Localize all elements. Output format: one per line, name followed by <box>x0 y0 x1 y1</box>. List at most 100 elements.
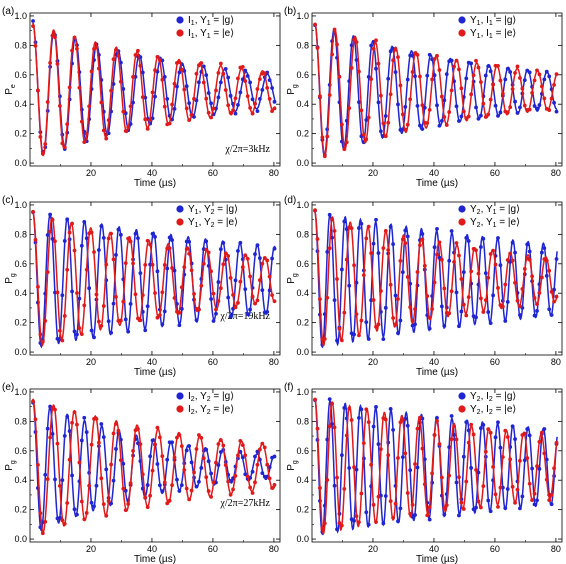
data-point <box>43 472 48 477</box>
legend-sub: 2 <box>191 409 195 416</box>
data-point <box>525 242 530 247</box>
data-point <box>410 318 415 323</box>
data-point <box>82 517 87 522</box>
data-point <box>99 323 104 328</box>
legend-text: Y <box>470 15 477 26</box>
data-point <box>131 100 135 105</box>
data-point <box>204 447 209 452</box>
data-point <box>167 246 172 251</box>
data-point <box>339 523 344 528</box>
data-point <box>444 72 449 77</box>
data-point <box>366 522 371 527</box>
data-point <box>84 511 89 515</box>
data-point <box>474 505 478 510</box>
chi-annotation: χ/2π=27kHz <box>219 498 270 509</box>
data-point <box>339 267 344 272</box>
data-point <box>148 242 153 247</box>
legend-marker-red <box>176 29 184 37</box>
data-point <box>425 294 430 298</box>
legend-sub: 2 <box>477 409 481 416</box>
data-point <box>371 241 376 246</box>
data-point <box>339 122 344 127</box>
data-point <box>126 125 131 130</box>
data-point <box>325 134 330 139</box>
legend-text: , I <box>481 15 489 26</box>
data-point <box>415 52 420 57</box>
data-point <box>418 243 422 248</box>
y-axis-label: Pg <box>286 460 299 471</box>
data-point <box>415 465 420 470</box>
data-point <box>40 151 45 156</box>
data-point <box>31 24 35 29</box>
data-point <box>218 438 223 443</box>
data-point <box>488 430 493 435</box>
y-tick-label: 0.0 <box>14 158 27 168</box>
data-point <box>391 316 395 320</box>
legend-marker-red <box>458 405 466 413</box>
data-point <box>231 487 235 492</box>
data-point <box>245 474 250 479</box>
fit-curve-red <box>32 398 276 533</box>
data-point <box>483 73 488 78</box>
data-point <box>537 439 542 444</box>
data-point <box>206 459 211 464</box>
data-point <box>101 435 106 440</box>
data-point <box>427 505 432 510</box>
y-tick-label: 0.0 <box>14 347 27 357</box>
data-point <box>483 298 488 303</box>
data-point <box>79 499 84 504</box>
data-point <box>116 428 121 433</box>
data-point <box>508 70 513 74</box>
data-point <box>253 454 257 459</box>
data-point <box>157 313 162 318</box>
data-point <box>140 95 145 100</box>
data-point <box>547 268 552 273</box>
data-point <box>381 121 386 126</box>
data-point <box>223 251 228 256</box>
data-point <box>145 126 150 131</box>
data-point <box>386 453 391 458</box>
y-tick-label: 0.6 <box>296 259 309 269</box>
data-point <box>106 319 111 324</box>
data-point <box>505 487 510 491</box>
data-point <box>486 64 491 68</box>
data-point <box>272 454 277 459</box>
y-axis-label-main: P <box>4 88 15 95</box>
y-tick-label: 0.8 <box>14 40 27 50</box>
data-point <box>255 243 260 248</box>
legend-sub: 1 <box>207 33 211 40</box>
data-point <box>109 330 113 335</box>
data-point <box>542 427 547 431</box>
data-point <box>403 451 408 456</box>
data-point <box>513 437 517 441</box>
legend-marker-blue <box>458 16 466 24</box>
data-point <box>400 112 405 117</box>
data-point <box>479 245 483 249</box>
data-point <box>162 75 167 79</box>
legend-marker-blue <box>176 16 184 24</box>
data-point <box>325 295 330 300</box>
data-point <box>371 502 376 507</box>
data-point <box>491 293 495 298</box>
data-point <box>420 127 425 131</box>
data-point <box>160 77 165 82</box>
data-point <box>513 250 517 255</box>
data-point <box>530 90 535 95</box>
data-point <box>84 267 89 272</box>
data-point <box>327 212 332 217</box>
data-point <box>72 35 77 40</box>
data-point <box>542 451 547 456</box>
legend-entry-blue: I1, Y1 = |g⟩ <box>188 15 234 27</box>
data-point <box>111 478 116 483</box>
data-point <box>327 93 332 97</box>
data-point <box>138 318 143 323</box>
data-point <box>206 91 211 95</box>
data-point <box>272 99 277 104</box>
data-point <box>481 484 486 489</box>
data-point <box>153 442 157 447</box>
data-point <box>542 77 547 82</box>
data-point <box>330 401 335 406</box>
legend-sub: 2 <box>477 209 481 216</box>
data-point <box>452 433 456 437</box>
data-point <box>62 314 67 318</box>
